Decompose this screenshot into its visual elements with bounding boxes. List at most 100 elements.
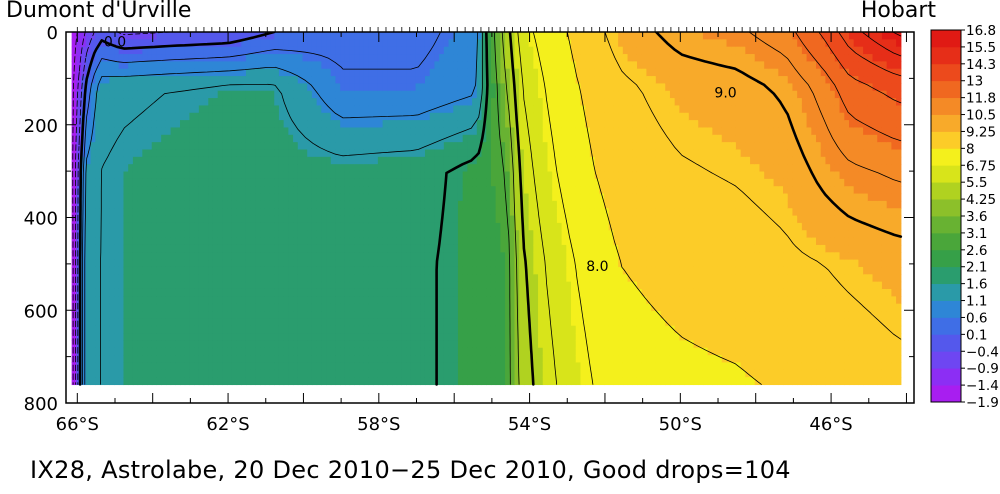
- field-cell: [340, 369, 346, 378]
- field-cell: [212, 266, 219, 275]
- field-cell: [198, 230, 205, 239]
- field-cell: [410, 333, 417, 341]
- field-cell: [481, 237, 487, 246]
- field-cell: [142, 83, 148, 92]
- field-cell: [486, 120, 492, 129]
- field-cell: [161, 369, 167, 378]
- field-cell: [283, 252, 289, 261]
- field-cell: [316, 266, 322, 275]
- field-cell: [354, 164, 360, 173]
- field-cell: [396, 362, 403, 371]
- field-cell: [377, 193, 384, 202]
- field-cell: [335, 237, 341, 246]
- field-cell: [288, 54, 294, 62]
- field-cell: [250, 208, 256, 217]
- field-cell: [132, 266, 139, 275]
- field-cell: [99, 208, 106, 217]
- field-cell: [81, 333, 87, 341]
- field-cell: [396, 311, 403, 319]
- field-cell: [538, 362, 544, 371]
- field-cell: [142, 193, 148, 202]
- field-cell: [123, 259, 129, 268]
- field-cell: [340, 230, 346, 239]
- field-cell: [457, 288, 464, 297]
- field-cell: [401, 171, 407, 180]
- field-cell: [467, 178, 473, 187]
- field-cell: [401, 90, 407, 99]
- field-cell: [547, 237, 553, 246]
- field-cell: [194, 266, 200, 275]
- field-cell: [283, 230, 289, 239]
- field-cell: [382, 288, 388, 297]
- field-cell: [316, 120, 322, 129]
- field-cell: [439, 178, 445, 187]
- field-cell: [311, 186, 318, 195]
- field-cell: [227, 230, 233, 239]
- field-cell: [132, 318, 139, 327]
- field-cell: [457, 230, 464, 239]
- field-cell: [307, 369, 313, 378]
- field-cell: [307, 171, 313, 180]
- field-cell: [481, 46, 487, 55]
- field-cell: [307, 208, 313, 217]
- field-cell: [448, 112, 454, 121]
- field-cell: [274, 237, 280, 246]
- field-cell: [495, 318, 501, 327]
- field-cell: [354, 46, 360, 55]
- field-cell: [316, 230, 322, 239]
- field-cell: [462, 61, 468, 70]
- field-cell: [297, 259, 304, 268]
- field-cell: [382, 149, 388, 158]
- field-cell: [363, 266, 370, 275]
- field-cell: [132, 39, 139, 48]
- field-cell: [260, 200, 266, 209]
- field-cell: [340, 200, 346, 209]
- field-cell: [189, 193, 195, 202]
- field-cell: [396, 274, 403, 283]
- field-cell: [71, 156, 77, 165]
- field-cell: [509, 32, 516, 40]
- field-cell: [349, 127, 355, 136]
- field-cell: [222, 186, 228, 195]
- field-cell: [330, 61, 337, 70]
- field-cell: [104, 259, 110, 268]
- field-cell: [236, 178, 242, 187]
- field-cell: [377, 76, 384, 84]
- left-location-label: Dumont d'Urville: [6, 0, 192, 23]
- field-cell: [99, 127, 106, 136]
- field-cell: [245, 222, 252, 231]
- field-cell: [278, 340, 285, 349]
- field-cell: [114, 105, 120, 114]
- field-cell: [194, 244, 200, 253]
- field-cell: [260, 377, 266, 386]
- field-cell: [104, 244, 110, 253]
- field-cell: [514, 215, 520, 224]
- field-cell: [128, 340, 134, 349]
- field-cell: [505, 134, 511, 143]
- field-cell: [170, 171, 176, 180]
- field-cell: [453, 90, 459, 99]
- field-cell: [481, 76, 487, 84]
- field-cell: [137, 281, 143, 290]
- field-cell: [217, 164, 224, 173]
- field-cell: [382, 266, 388, 275]
- field-cell: [519, 134, 525, 143]
- field-cell: [180, 32, 186, 40]
- field-cell: [330, 134, 337, 143]
- field-cell: [293, 333, 299, 341]
- field-cell: [434, 230, 440, 239]
- field-cell: [297, 281, 304, 290]
- field-cell: [326, 200, 332, 209]
- field-cell: [415, 61, 421, 70]
- field-cell: [217, 333, 224, 341]
- field-cell: [297, 61, 304, 70]
- field-cell: [137, 76, 143, 84]
- field-cell: [114, 127, 120, 136]
- field-cell: [462, 98, 468, 107]
- field-cell: [236, 61, 242, 70]
- field-cell: [406, 76, 412, 84]
- field-cell: [505, 355, 511, 364]
- field-cell: [439, 303, 445, 312]
- field-cell: [147, 68, 153, 77]
- field-cell: [344, 186, 351, 195]
